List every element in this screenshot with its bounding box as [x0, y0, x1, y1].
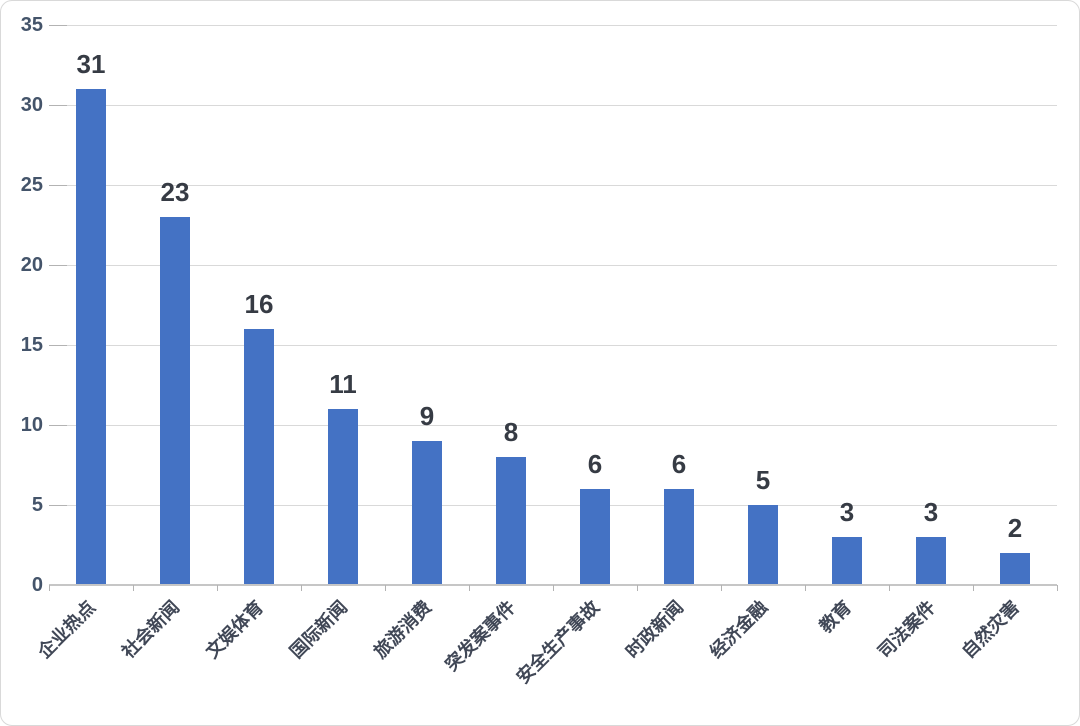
- bar: [496, 457, 526, 585]
- bar-value-label: 9: [419, 401, 435, 431]
- category-label: 经济金融: [706, 597, 772, 663]
- y-axis-tick: [49, 185, 67, 186]
- gridline: [49, 25, 1057, 26]
- bar-value-label: 8: [503, 417, 519, 447]
- bar: [328, 409, 358, 585]
- x-axis-tick: [973, 585, 974, 591]
- x-axis-tick: [217, 585, 218, 591]
- bar-value-label: 6: [587, 449, 603, 479]
- bar: [664, 489, 694, 585]
- category-label: 文娱体育: [202, 597, 268, 663]
- bar-value-label: 11: [329, 369, 357, 399]
- bar-value-label: 5: [755, 465, 771, 495]
- category-label: 司法案件: [874, 597, 940, 663]
- bar-value-label: 16: [244, 289, 274, 319]
- x-axis-tick: [805, 585, 806, 591]
- x-axis-tick: [385, 585, 386, 591]
- bar: [160, 217, 190, 585]
- y-tick-label: 20: [20, 254, 43, 276]
- bar: [580, 489, 610, 585]
- y-tick-label: 35: [20, 14, 43, 36]
- x-axis-tick: [637, 585, 638, 591]
- category-label: 国际新闻: [286, 597, 352, 663]
- bar: [748, 505, 778, 585]
- x-axis-tick: [133, 585, 134, 591]
- y-tick-label: 10: [20, 414, 43, 436]
- gridline: [49, 505, 1057, 506]
- gridline: [49, 105, 1057, 106]
- x-axis-tick: [553, 585, 554, 591]
- y-tick-label: 0: [31, 574, 43, 596]
- y-axis-tick: [49, 265, 67, 266]
- bar-value-label: 3: [923, 497, 939, 527]
- x-axis-tick: [1057, 585, 1058, 591]
- x-axis-tick: [301, 585, 302, 591]
- category-label: 社会新闻: [118, 597, 184, 663]
- x-axis-tick: [469, 585, 470, 591]
- gridline: [49, 345, 1057, 346]
- gridline: [49, 265, 1057, 266]
- y-tick-label: 30: [20, 94, 43, 116]
- y-axis-tick: [49, 25, 67, 26]
- bar-value-label: 31: [76, 49, 106, 79]
- bar-value-label: 3: [839, 497, 855, 527]
- gridline: [49, 185, 1057, 186]
- x-axis-tick: [721, 585, 722, 591]
- bar-value-label: 2: [1007, 513, 1023, 543]
- bar: [1000, 553, 1030, 585]
- bar-value-label: 23: [160, 177, 190, 207]
- category-label: 突发案事件: [441, 597, 520, 675]
- y-axis-tick: [49, 105, 67, 106]
- y-tick-label: 25: [20, 174, 43, 196]
- bar: [244, 329, 274, 585]
- category-label: 教育: [815, 597, 856, 637]
- category-label: 企业热点: [34, 597, 100, 663]
- x-axis-tick: [889, 585, 890, 591]
- gridline: [49, 425, 1057, 426]
- y-axis-tick: [49, 505, 67, 506]
- y-tick-label: 15: [20, 334, 43, 356]
- y-tick-label: 5: [31, 494, 43, 516]
- bar: [76, 89, 106, 585]
- category-label: 安全生产事故: [512, 597, 604, 688]
- category-label: 时政新闻: [622, 597, 688, 663]
- category-label: 自然灾害: [958, 597, 1024, 663]
- bar: [832, 537, 862, 585]
- category-label: 旅游消费: [370, 597, 436, 663]
- bar-value-label: 6: [671, 449, 687, 479]
- y-axis-tick: [49, 345, 67, 346]
- y-axis-tick: [49, 425, 67, 426]
- x-axis-tick: [49, 585, 50, 591]
- bar: [916, 537, 946, 585]
- bar: [412, 441, 442, 585]
